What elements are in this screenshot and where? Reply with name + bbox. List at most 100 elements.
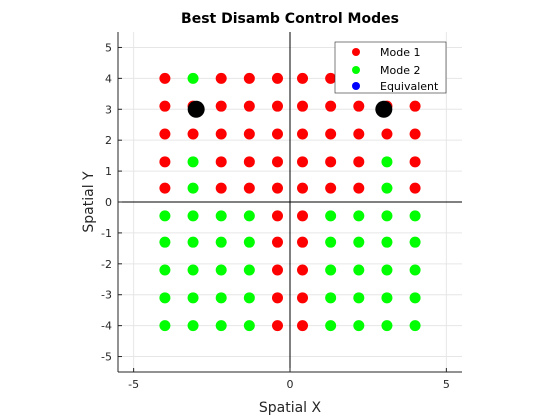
mode-2-point: [187, 182, 199, 194]
mode-2-point: [187, 72, 199, 84]
mode-1-point: [353, 128, 365, 140]
mode-1-point: [215, 156, 227, 168]
mode-2-point: [353, 292, 365, 304]
mode-2-point: [325, 210, 337, 222]
legend-label-mode-2: Mode 2: [380, 64, 420, 77]
mode-2-point: [325, 236, 337, 248]
y-tick-label: 3: [105, 103, 112, 116]
mode-2-point: [215, 210, 227, 222]
mode-1-point: [215, 182, 227, 194]
mode-1-point: [297, 72, 309, 84]
mode-2-point: [159, 292, 171, 304]
mode-1-point: [297, 236, 309, 248]
mode-2-point: [381, 264, 393, 276]
mode-2-point: [381, 320, 393, 332]
mode-1-point: [271, 128, 283, 140]
mode-1-point: [215, 100, 227, 112]
mode-1-point: [243, 182, 255, 194]
mode-1-point: [271, 182, 283, 194]
mode-1-point: [409, 128, 421, 140]
mode-1-point: [271, 156, 283, 168]
mode-2-point: [187, 156, 199, 168]
mode-2-point: [159, 320, 171, 332]
mode-1-point: [381, 128, 393, 140]
y-tick-label: -4: [101, 320, 112, 333]
y-tick-label: 0: [105, 196, 112, 209]
y-tick-label: 4: [105, 72, 112, 85]
mode-2-point: [325, 320, 337, 332]
mode-2-point: [159, 210, 171, 222]
mode-1-point: [243, 100, 255, 112]
mode-2-point: [159, 236, 171, 248]
mode-1-point: [409, 100, 421, 112]
mode-2-point: [215, 320, 227, 332]
y-axis-label: Spatial Y: [81, 171, 97, 233]
y-tick-label: 5: [105, 41, 112, 54]
mode-1-point: [271, 320, 283, 332]
mode-1-point: [271, 210, 283, 222]
mode-1-point: [243, 128, 255, 140]
mode-1-point: [325, 182, 337, 194]
mode-1-point: [353, 156, 365, 168]
mode-1-point: [325, 128, 337, 140]
mode-2-point: [215, 292, 227, 304]
axes: [117, 32, 462, 373]
mode-1-point: [297, 292, 309, 304]
mode-1-point: [159, 182, 171, 194]
mode-1-point: [187, 128, 199, 140]
y-tick-label: -2: [101, 258, 112, 271]
mode-2-point: [215, 236, 227, 248]
mode-1-point: [353, 100, 365, 112]
mode-1-point: [271, 292, 283, 304]
mode-2-point: [187, 292, 199, 304]
y-tick-label: -1: [101, 227, 112, 240]
mode-2-point: [381, 292, 393, 304]
legend: Mode 1 Mode 2 Equivalent: [334, 41, 447, 94]
mode-1-point: [297, 182, 309, 194]
mode-2-point: [325, 292, 337, 304]
mode-2-point: [353, 264, 365, 276]
legend-marker-equivalent: [352, 82, 360, 90]
mode-1-point: [297, 100, 309, 112]
mode-2-point: [409, 292, 421, 304]
data-points: [159, 72, 421, 332]
mode-2-point: [243, 264, 255, 276]
mode-1-point: [159, 100, 171, 112]
mode-1-point: [271, 236, 283, 248]
legend-marker-mode-1: [352, 48, 360, 56]
mode-1-point: [215, 128, 227, 140]
mode-2-point: [243, 320, 255, 332]
highlight-point: [187, 100, 205, 118]
x-tick-label: 5: [443, 378, 450, 391]
y-tick-label: -3: [101, 289, 112, 302]
mode-1-point: [297, 210, 309, 222]
mode-2-point: [353, 320, 365, 332]
mode-1-point: [215, 72, 227, 84]
x-axis-label: Spatial X: [259, 400, 322, 416]
legend-label-equivalent: Equivalent: [380, 80, 439, 93]
mode-1-point: [271, 100, 283, 112]
mode-2-point: [187, 210, 199, 222]
highlight-point: [375, 100, 393, 118]
mode-2-point: [409, 320, 421, 332]
y-tick-label: 1: [105, 165, 112, 178]
legend-marker-mode-2: [352, 66, 360, 74]
highlight-points: [187, 100, 393, 118]
x-tick-label: -5: [128, 378, 139, 391]
mode-2-point: [353, 210, 365, 222]
mode-1-point: [159, 128, 171, 140]
mode-1-point: [159, 72, 171, 84]
y-tick-label: 2: [105, 134, 112, 147]
mode-2-point: [353, 236, 365, 248]
mode-2-point: [381, 210, 393, 222]
mode-1-point: [409, 156, 421, 168]
mode-2-point: [243, 292, 255, 304]
mode-1-point: [271, 72, 283, 84]
legend-label-mode-1: Mode 1: [380, 46, 420, 59]
mode-2-point: [243, 236, 255, 248]
mode-2-point: [381, 236, 393, 248]
x-tick-label: 0: [287, 378, 294, 391]
chart-title: Best Disamb Control Modes: [181, 11, 399, 27]
